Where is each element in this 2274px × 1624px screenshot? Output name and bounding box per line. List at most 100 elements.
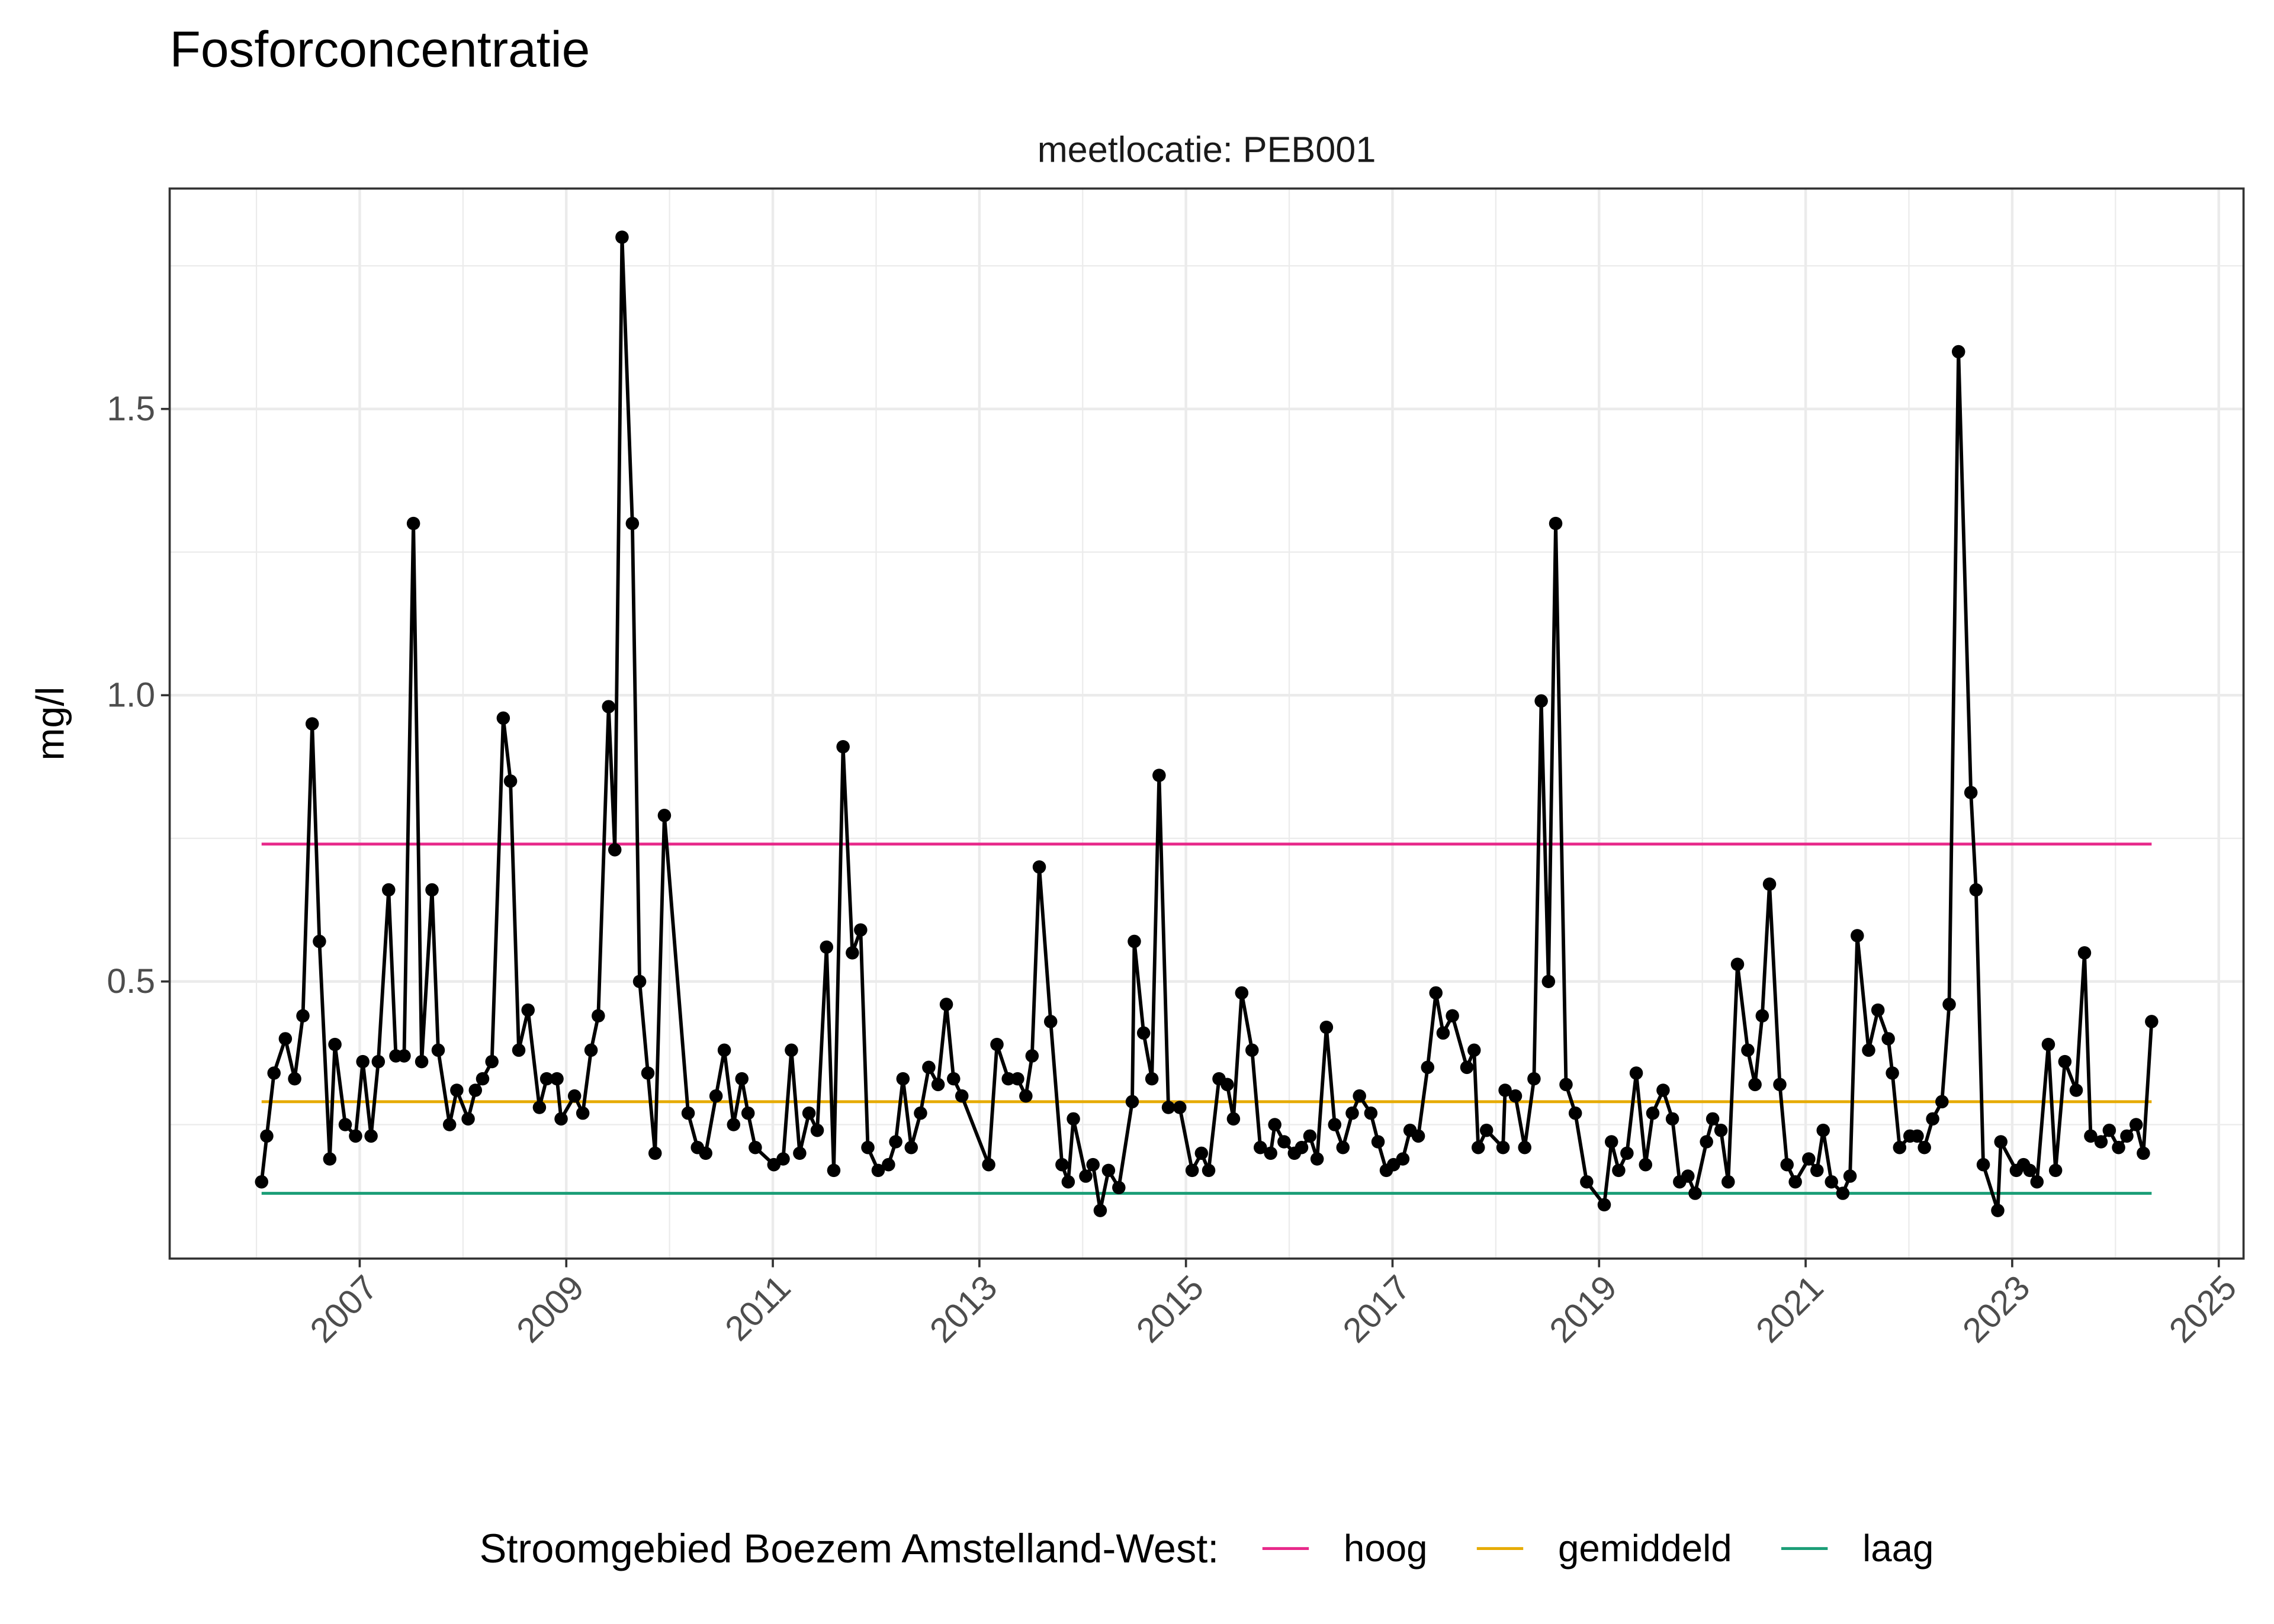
data-point: [889, 1135, 902, 1149]
legend-label: laag: [1862, 1527, 1933, 1570]
data-point: [1788, 1175, 1802, 1189]
data-point: [1688, 1186, 1702, 1200]
data-point: [356, 1054, 370, 1069]
data-point: [982, 1157, 995, 1172]
data-point: [1411, 1129, 1425, 1143]
data-point: [1277, 1135, 1291, 1149]
data-point: [1421, 1060, 1435, 1075]
data-point: [1843, 1169, 1857, 1183]
data-point: [1568, 1106, 1582, 1120]
data-point: [550, 1072, 564, 1086]
data-point: [1991, 1204, 2005, 1217]
data-point: [827, 1163, 841, 1178]
data-point: [450, 1083, 464, 1097]
data-point: [1969, 883, 1983, 897]
data-point: [1328, 1118, 1342, 1131]
data-point: [681, 1106, 695, 1120]
data-point: [1364, 1106, 1378, 1120]
data-point: [328, 1037, 342, 1051]
data-point: [1086, 1157, 1100, 1172]
data-point: [364, 1129, 378, 1143]
data-point: [955, 1089, 969, 1103]
data-point: [2041, 1037, 2055, 1051]
data-point: [871, 1163, 885, 1178]
data-point: [1136, 1026, 1151, 1040]
data-point: [914, 1106, 927, 1120]
data-point: [641, 1066, 655, 1080]
data-point: [785, 1043, 798, 1057]
data-point: [1825, 1175, 1838, 1189]
data-point: [1580, 1175, 1594, 1189]
data-point: [371, 1054, 386, 1069]
data-point: [313, 934, 326, 948]
data-point: [1508, 1089, 1523, 1103]
data-point: [1202, 1163, 1216, 1178]
data-point: [1303, 1129, 1317, 1143]
data-point: [2048, 1163, 2063, 1178]
data-point: [922, 1060, 936, 1075]
data-point: [1721, 1175, 1735, 1189]
data-point: [717, 1043, 731, 1057]
legend-label: hoog: [1344, 1527, 1428, 1570]
data-point: [904, 1140, 918, 1155]
data-point: [1245, 1043, 1259, 1057]
data-point: [709, 1089, 723, 1103]
data-point: [1871, 1003, 1885, 1017]
data-point: [1604, 1135, 1618, 1149]
data-point: [1639, 1157, 1653, 1172]
data-point: [2102, 1123, 2116, 1137]
data-point: [1496, 1140, 1510, 1155]
data-point: [1665, 1112, 1679, 1126]
data-point: [1268, 1118, 1281, 1131]
data-point: [1460, 1060, 1474, 1075]
data-point: [1479, 1123, 1493, 1137]
data-point: [776, 1152, 790, 1166]
data-point: [1101, 1163, 1116, 1178]
data-point: [1926, 1112, 1939, 1126]
data-point: [260, 1129, 274, 1143]
data-point: [485, 1054, 499, 1069]
data-point: [2023, 1163, 2037, 1178]
data-point: [567, 1089, 582, 1103]
data-point: [584, 1043, 598, 1057]
data-point: [476, 1072, 490, 1086]
data-point: [1067, 1112, 1080, 1126]
data-point: [1918, 1140, 1931, 1155]
data-point: [278, 1032, 293, 1046]
data-point: [1518, 1140, 1531, 1155]
data-point: [1881, 1032, 1895, 1046]
data-point: [431, 1043, 445, 1057]
chart-title: Fosforconcentratie: [170, 21, 590, 78]
data-point: [939, 998, 953, 1011]
data-point: [255, 1175, 269, 1189]
data-point: [1851, 929, 1864, 943]
data-point: [496, 711, 510, 725]
data-point: [990, 1037, 1004, 1051]
data-point: [1741, 1043, 1755, 1057]
data-point: [861, 1140, 875, 1155]
data-point: [521, 1003, 535, 1017]
data-point: [1994, 1135, 2008, 1149]
data-point: [1336, 1140, 1350, 1155]
data-point: [1152, 768, 1166, 782]
data-point: [1810, 1163, 1824, 1178]
data-point: [554, 1112, 568, 1126]
data-point: [1541, 975, 1556, 989]
data-point: [1125, 1095, 1139, 1109]
data-point: [415, 1054, 429, 1069]
facet-label: meetlocatie: PEB001: [1038, 129, 1376, 169]
data-point: [896, 1072, 910, 1086]
data-point: [1498, 1083, 1512, 1097]
data-point: [512, 1043, 526, 1057]
data-point: [741, 1106, 755, 1120]
data-point: [1951, 345, 1965, 359]
data-point: [2094, 1135, 2108, 1149]
data-point: [442, 1118, 457, 1131]
data-point: [1730, 957, 1745, 972]
data-point: [608, 843, 622, 857]
data-point: [425, 883, 439, 897]
data-point: [1185, 1163, 1199, 1178]
data-point: [1055, 1157, 1069, 1172]
data-point: [503, 774, 518, 788]
